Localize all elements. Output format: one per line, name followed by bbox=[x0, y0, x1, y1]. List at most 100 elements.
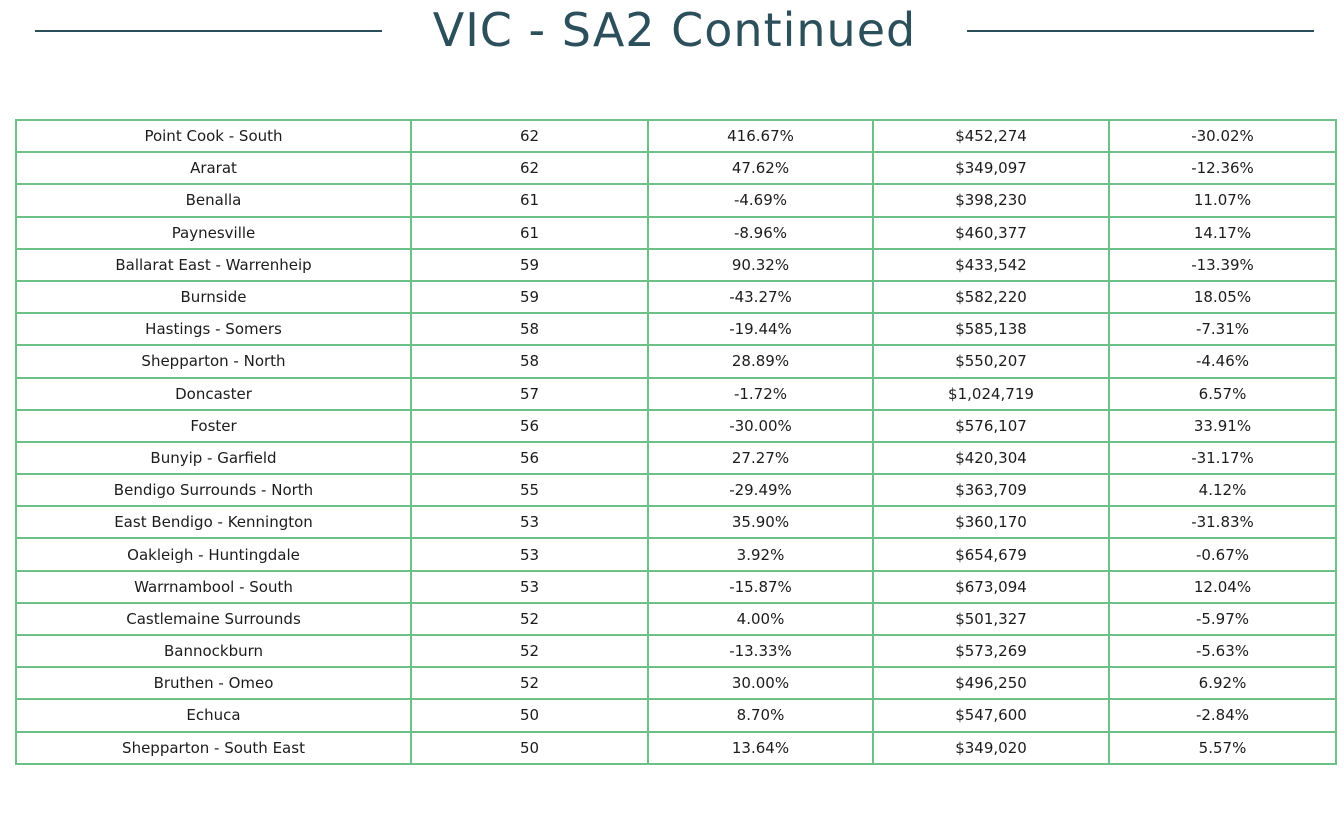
change-cell: 4.00% bbox=[647, 601, 874, 637]
price-change-cell: 12.04% bbox=[1108, 569, 1337, 604]
change-cell: 35.90% bbox=[647, 505, 874, 540]
price-cell: $460,377 bbox=[872, 215, 1110, 250]
region-cell: Ararat bbox=[15, 151, 412, 186]
price-cell: $363,709 bbox=[872, 473, 1110, 508]
count-cell: 57 bbox=[410, 376, 649, 411]
data-table: Point Cook - South 62 416.67% $452,274 -30.0… bbox=[15, 118, 1337, 765]
table-row: Foster 56 -30.00% $576,107 33.91% bbox=[15, 408, 1337, 443]
count-cell: 58 bbox=[410, 312, 649, 347]
price-cell: $501,327 bbox=[872, 601, 1110, 637]
price-cell: $582,220 bbox=[872, 279, 1110, 315]
table-row: Burnside 59 -43.27% $582,220 18.05% bbox=[15, 279, 1337, 315]
change-cell: 28.89% bbox=[647, 344, 874, 379]
change-cell: 416.67% bbox=[647, 118, 874, 154]
price-change-cell: -5.97% bbox=[1108, 601, 1337, 637]
count-cell: 61 bbox=[410, 215, 649, 250]
price-change-cell: 6.92% bbox=[1108, 666, 1337, 701]
change-cell: -43.27% bbox=[647, 279, 874, 315]
change-cell: -29.49% bbox=[647, 473, 874, 508]
count-cell: 53 bbox=[410, 537, 649, 572]
price-cell: $349,097 bbox=[872, 151, 1110, 186]
region-cell: Echuca bbox=[15, 698, 412, 733]
count-cell: 62 bbox=[410, 151, 649, 186]
change-cell: 8.70% bbox=[647, 698, 874, 733]
price-cell: $654,679 bbox=[872, 537, 1110, 572]
region-cell: Bunyip - Garfield bbox=[15, 440, 412, 476]
change-cell: -15.87% bbox=[647, 569, 874, 604]
change-cell: 13.64% bbox=[647, 730, 874, 765]
change-cell: 47.62% bbox=[647, 151, 874, 186]
table-row: Castlemaine Surrounds 52 4.00% $501,327 -5.9… bbox=[15, 601, 1337, 637]
count-cell: 55 bbox=[410, 473, 649, 508]
change-cell: -1.72% bbox=[647, 376, 874, 411]
price-change-cell: 4.12% bbox=[1108, 473, 1337, 508]
count-cell: 62 bbox=[410, 118, 649, 154]
price-cell: $1,024,719 bbox=[872, 376, 1110, 411]
region-cell: Point Cook - South bbox=[15, 118, 412, 154]
table-row: Warrnambool - South 53 -15.87% $673,094 12.0… bbox=[15, 569, 1337, 604]
count-cell: 53 bbox=[410, 505, 649, 540]
table-row: Shepparton - North 58 28.89% $550,207 -4.46% bbox=[15, 344, 1337, 379]
region-cell: Benalla bbox=[15, 183, 412, 218]
price-cell: $496,250 bbox=[872, 666, 1110, 701]
price-cell: $673,094 bbox=[872, 569, 1110, 604]
table-row: Ararat 62 47.62% $349,097 -12.36% bbox=[15, 151, 1337, 186]
title-rule-left bbox=[35, 30, 382, 32]
price-change-cell: -0.67% bbox=[1108, 537, 1337, 572]
table-row: Paynesville 61 -8.96% $460,377 14.17% bbox=[15, 215, 1337, 250]
change-cell: 90.32% bbox=[647, 247, 874, 282]
table-row: Oakleigh - Huntingdale 53 3.92% $654,679 -0.… bbox=[15, 537, 1337, 572]
table-row: Point Cook - South 62 416.67% $452,274 -30.0… bbox=[15, 118, 1337, 154]
price-change-cell: 5.57% bbox=[1108, 730, 1337, 765]
region-cell: Shepparton - South East bbox=[15, 730, 412, 765]
price-cell: $360,170 bbox=[872, 505, 1110, 540]
price-change-cell: 11.07% bbox=[1108, 183, 1337, 218]
count-cell: 52 bbox=[410, 633, 649, 669]
price-cell: $433,542 bbox=[872, 247, 1110, 282]
region-cell: Foster bbox=[15, 408, 412, 443]
table-row: Ballarat East - Warrenheip 59 90.32% $433,5… bbox=[15, 247, 1337, 282]
title-rule-right bbox=[967, 30, 1314, 32]
region-cell: Warrnambool - South bbox=[15, 569, 412, 604]
price-change-cell: 6.57% bbox=[1108, 376, 1337, 411]
price-cell: $349,020 bbox=[872, 730, 1110, 765]
price-change-cell: -7.31% bbox=[1108, 312, 1337, 347]
price-change-cell: 14.17% bbox=[1108, 215, 1337, 250]
price-change-cell: -5.63% bbox=[1108, 633, 1337, 669]
table-row: Shepparton - South East 50 13.64% $349,020 5… bbox=[15, 730, 1337, 765]
region-cell: Burnside bbox=[15, 279, 412, 315]
count-cell: 50 bbox=[410, 730, 649, 765]
table-row: Bunyip - Garfield 56 27.27% $420,304 -31.17% bbox=[15, 440, 1337, 476]
change-cell: -19.44% bbox=[647, 312, 874, 347]
region-cell: Oakleigh - Huntingdale bbox=[15, 537, 412, 572]
region-cell: Hastings - Somers bbox=[15, 312, 412, 347]
price-cell: $585,138 bbox=[872, 312, 1110, 347]
region-cell: Bannockburn bbox=[15, 633, 412, 669]
change-cell: 27.27% bbox=[647, 440, 874, 476]
price-change-cell: 18.05% bbox=[1108, 279, 1337, 315]
count-cell: 56 bbox=[410, 408, 649, 443]
price-change-cell: -13.39% bbox=[1108, 247, 1337, 282]
table-row: Bannockburn 52 -13.33% $573,269 -5.63% bbox=[15, 633, 1337, 669]
price-cell: $452,274 bbox=[872, 118, 1110, 154]
price-change-cell: 33.91% bbox=[1108, 408, 1337, 443]
table-row: Bruthen - Omeo 52 30.00% $496,250 6.92% bbox=[15, 666, 1337, 701]
page-title: VIC - SA2 Continued bbox=[432, 3, 917, 57]
change-cell: -8.96% bbox=[647, 215, 874, 250]
region-cell: Shepparton - North bbox=[15, 344, 412, 379]
price-cell: $547,600 bbox=[872, 698, 1110, 733]
price-cell: $550,207 bbox=[872, 344, 1110, 379]
price-change-cell: -31.83% bbox=[1108, 505, 1337, 540]
price-cell: $420,304 bbox=[872, 440, 1110, 476]
region-cell: Bendigo Surrounds - North bbox=[15, 473, 412, 508]
price-change-cell: -12.36% bbox=[1108, 151, 1337, 186]
count-cell: 52 bbox=[410, 601, 649, 637]
change-cell: 3.92% bbox=[647, 537, 874, 572]
change-cell: -30.00% bbox=[647, 408, 874, 443]
region-cell: Bruthen - Omeo bbox=[15, 666, 412, 701]
region-cell: Doncaster bbox=[15, 376, 412, 411]
table-row: Bendigo Surrounds - North 55 -29.49% $363,7… bbox=[15, 473, 1337, 508]
table-body: Point Cook - South 62 416.67% $452,274 -30.0… bbox=[15, 118, 1337, 765]
count-cell: 52 bbox=[410, 666, 649, 701]
price-cell: $573,269 bbox=[872, 633, 1110, 669]
